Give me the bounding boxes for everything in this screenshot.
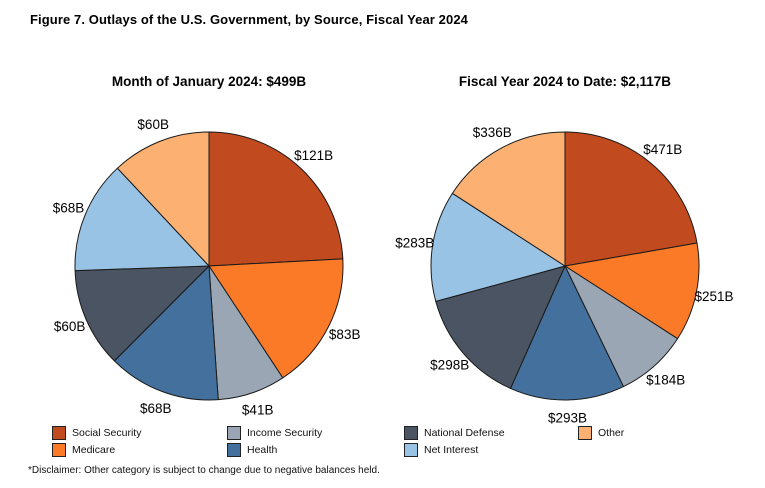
legend-label: National Defense xyxy=(424,426,505,439)
legend-swatch-social-security xyxy=(52,425,66,440)
slice-value-label-net-interest: $68B xyxy=(53,200,85,215)
legend-swatch-health xyxy=(227,442,241,457)
pie-slice-national-defense xyxy=(74,265,210,362)
legend-swatch-medicare xyxy=(52,442,66,457)
slice-value-label-other: $336B xyxy=(473,125,512,140)
pie-slice-medicare xyxy=(564,242,700,340)
pie-slice-social-security xyxy=(208,131,344,267)
legend-label: Medicare xyxy=(72,443,116,456)
legend-label: Income Security xyxy=(247,426,323,439)
slice-value-label-other: $60B xyxy=(137,117,169,132)
legend-item-social-security: Social Security xyxy=(52,424,227,441)
slice-value-label-medicare: $251B xyxy=(694,289,733,304)
legend-item-medicare: Medicare xyxy=(52,441,227,458)
pie-chart-fiscal-year: $471B $251B $184B $293B $298B $283B $336B xyxy=(395,125,733,426)
pie-slice-health xyxy=(510,265,624,401)
slice-value-label-income-security: $184B xyxy=(646,372,685,387)
legend-item-income-security: Income Security xyxy=(227,424,404,441)
pie-slice-health xyxy=(113,265,219,401)
slice-value-label-net-interest: $283B xyxy=(395,235,434,250)
slice-value-label-social-security: $121B xyxy=(294,148,333,163)
pie-title-january: Month of January 2024: $499B xyxy=(111,74,307,89)
legend-label: Other xyxy=(598,426,625,439)
figure-title: Figure 7. Outlays of the U.S. Government… xyxy=(30,12,468,27)
pie-slice-net-interest xyxy=(74,167,210,272)
pie-slice-national-defense xyxy=(435,265,566,389)
disclaimer-text: *Disclaimer: Other category is subject t… xyxy=(28,465,380,476)
slice-value-label-health: $68B xyxy=(140,401,172,416)
pie-slice-other xyxy=(116,131,210,267)
slice-value-label-income-security: $41B xyxy=(242,403,274,418)
pie-title-fiscal-year: Fiscal Year 2024 to Date: $2,117B xyxy=(458,74,672,89)
slice-value-label-national-defense: $298B xyxy=(430,358,469,373)
slice-value-label-social-security: $471B xyxy=(643,142,682,157)
legend-swatch-other xyxy=(578,425,592,440)
legend-item-other: Other xyxy=(578,424,624,441)
legend-label: Social Security xyxy=(72,426,142,439)
legend-swatch-net-interest xyxy=(404,442,418,457)
legend: Social Security Medicare Income Security He… xyxy=(52,424,624,458)
legend-swatch-income-security xyxy=(227,425,241,440)
pie-slice-social-security xyxy=(564,131,698,267)
legend-label: Net Interest xyxy=(424,443,479,456)
legend-item-national-defense: National Defense xyxy=(404,424,578,441)
legend-swatch-national-defense xyxy=(404,425,418,440)
slice-value-label-health: $293B xyxy=(548,411,587,426)
pie-slice-medicare xyxy=(208,258,344,379)
legend-label: Health xyxy=(247,443,278,456)
pie-slice-other xyxy=(451,131,566,267)
slice-value-label-national-defense: $60B xyxy=(54,319,86,334)
pie-chart-january: $121B $83B $41B $68B $60B $68B $60B xyxy=(53,117,361,418)
pie-slice-net-interest xyxy=(430,192,566,302)
slice-value-label-medicare: $83B xyxy=(329,327,361,342)
legend-item-net-interest: Net Interest xyxy=(404,441,578,458)
legend-item-health: Health xyxy=(227,441,404,458)
